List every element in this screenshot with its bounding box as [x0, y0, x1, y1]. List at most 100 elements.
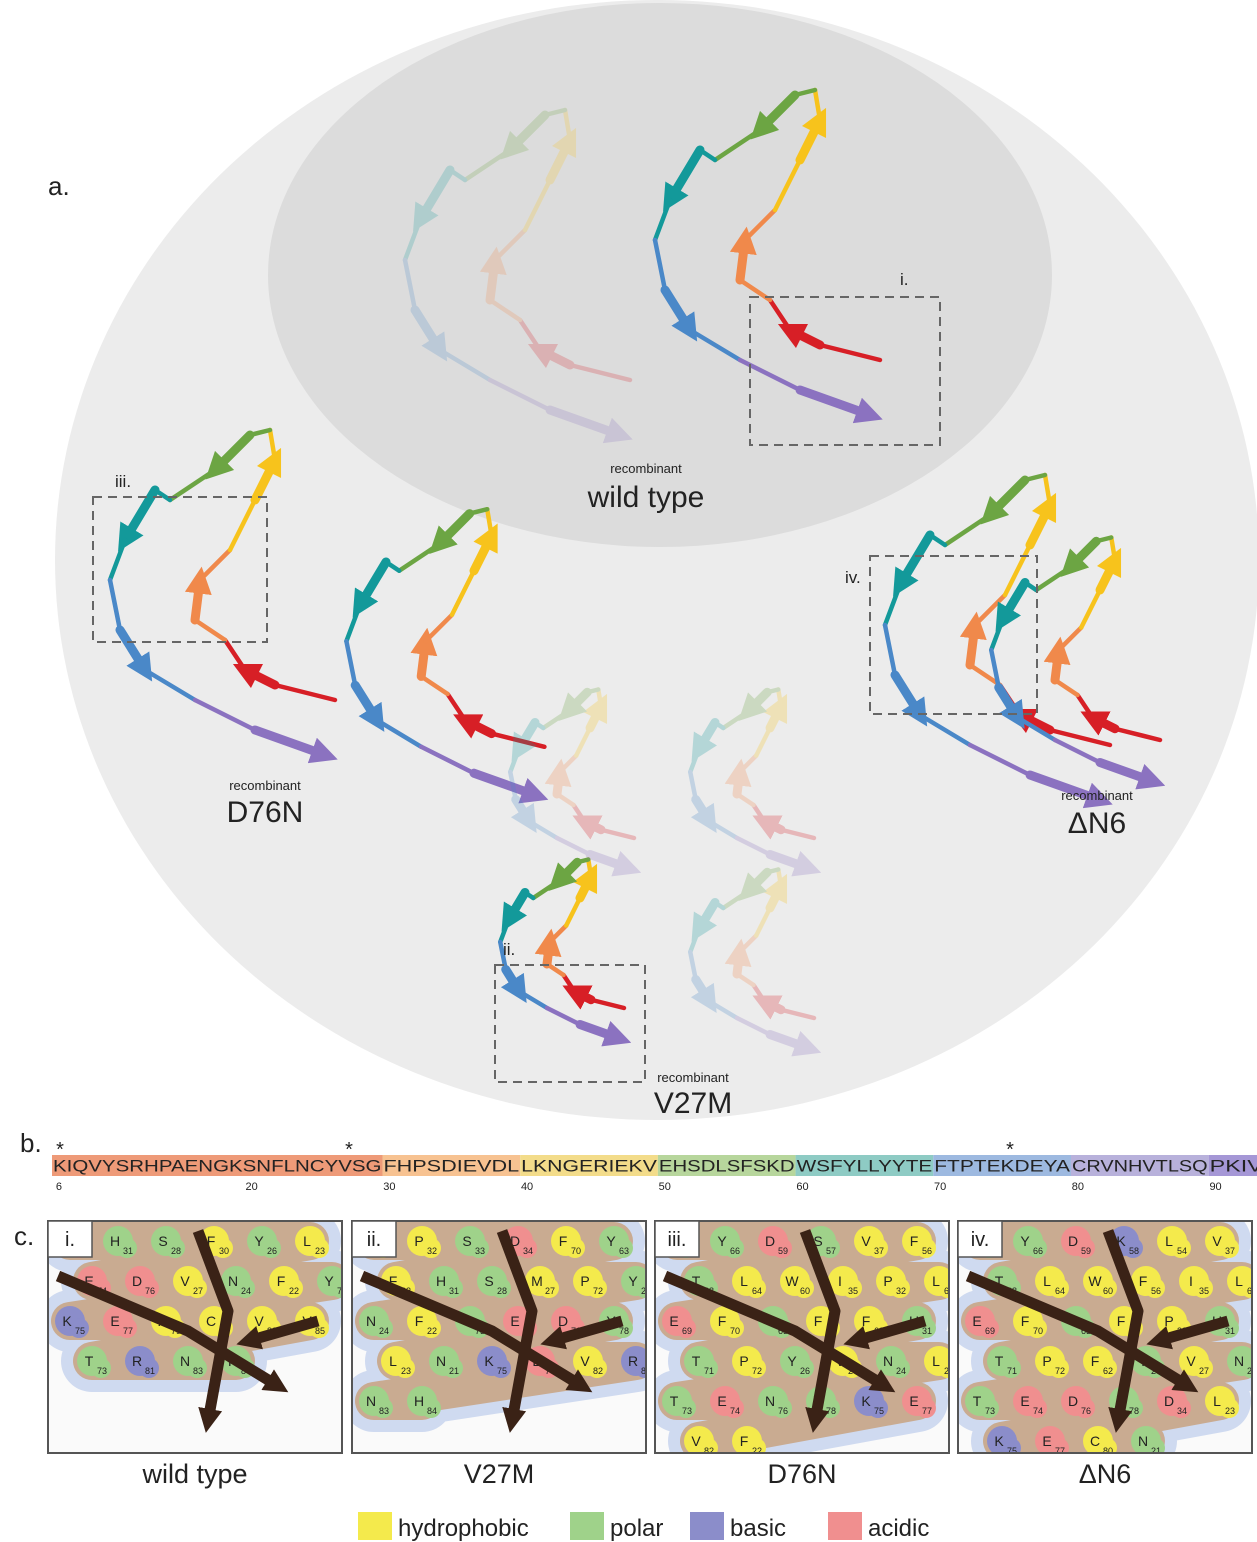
residue-letter: F: [910, 1233, 919, 1249]
residue-letter: D: [132, 1273, 142, 1289]
residue-letter: N: [436, 1353, 446, 1369]
residue-letter: L: [1213, 1393, 1221, 1409]
residue-letter: H: [110, 1233, 120, 1249]
residue-letter: D: [765, 1233, 775, 1249]
panel-label: a.: [48, 171, 70, 201]
residue-number: 62: [1103, 1366, 1113, 1376]
residue-number: 64: [1055, 1286, 1065, 1296]
residue-letter: F: [1021, 1313, 1030, 1329]
residue-letter: N: [180, 1353, 190, 1369]
residue-number: 22: [289, 1286, 299, 1296]
residue-number: 70: [1033, 1326, 1043, 1336]
residue-letter: E: [669, 1313, 678, 1329]
residue-number: 27: [193, 1286, 203, 1296]
residue-letter: W: [785, 1273, 799, 1289]
residue-letter: F: [1091, 1353, 1100, 1369]
residue-letter: L: [389, 1353, 397, 1369]
ribbon-segment: [421, 641, 425, 676]
residue-number: 74: [1033, 1406, 1043, 1416]
legend-swatch: [828, 1512, 862, 1540]
structure-name: wild type: [587, 481, 705, 514]
residue-number: 70: [571, 1246, 581, 1256]
residue-letter: V: [580, 1353, 590, 1369]
residue-number: 27: [1199, 1366, 1209, 1376]
residue-number: 31: [1225, 1326, 1235, 1336]
residue-number: 23: [315, 1246, 325, 1256]
residue-number: 76: [1081, 1406, 1091, 1416]
residue-letter: Y: [628, 1273, 638, 1289]
residue-number: 66: [1033, 1246, 1043, 1256]
inset-label: iii.: [115, 472, 131, 491]
ribbon-segment: [490, 260, 495, 300]
residue-letter: P: [580, 1273, 589, 1289]
residue-letter: L: [932, 1353, 940, 1369]
residue-number: 76: [145, 1286, 155, 1296]
residue-number: 73: [985, 1406, 995, 1416]
residue-number: 24: [241, 1286, 251, 1296]
residue-letter: E: [510, 1313, 519, 1329]
residue-letter: T: [85, 1353, 94, 1369]
residue-panel: Y67Y66D59K58L54V37T68L64W60F56I35L65E69F…: [958, 1221, 1257, 1458]
residue-number: 56: [1151, 1286, 1161, 1296]
structure-name: V27M: [654, 1087, 732, 1120]
panel-name: V27M: [464, 1459, 535, 1489]
residue-letter: D: [1068, 1393, 1078, 1409]
figure: a. b. c. i.ii.iii.iv.recombinantwild typ…: [0, 0, 1257, 1542]
residue-letter: N: [366, 1393, 376, 1409]
residue-letter: F: [277, 1273, 286, 1289]
residue-letter: S: [484, 1273, 493, 1289]
legend-swatch: [570, 1512, 604, 1540]
residue-letter: E: [909, 1393, 918, 1409]
residue-number: 24: [379, 1326, 389, 1336]
ribbon-segment: [778, 690, 781, 707]
residue-letter: V: [861, 1233, 871, 1249]
residue-letter: Y: [787, 1353, 797, 1369]
structure-prefix: recombinant: [610, 461, 682, 476]
residue-letter: S: [462, 1233, 471, 1249]
inset-label: ii.: [367, 1229, 381, 1251]
panel-name: D76N: [767, 1459, 836, 1489]
residue-letter: H: [436, 1273, 446, 1289]
residue-number: 59: [778, 1246, 788, 1256]
residue-letter: K: [62, 1313, 72, 1329]
asterisk: *: [345, 1139, 353, 1161]
residue-letter: V: [254, 1313, 264, 1329]
residue-letter: E: [1042, 1433, 1051, 1449]
residue-number: 72: [1055, 1366, 1065, 1376]
residue-letter: T: [995, 1353, 1004, 1369]
residue-number: 64: [752, 1286, 762, 1296]
residue-number: 31: [123, 1246, 133, 1256]
residue-number: 77: [123, 1326, 133, 1336]
residue-number: 57: [826, 1246, 836, 1256]
structure-prefix: recombinant: [229, 778, 301, 793]
residue-letter: L: [932, 1273, 940, 1289]
residue-letter: W: [1088, 1273, 1102, 1289]
residue-number: 76: [778, 1406, 788, 1416]
panel-label: c.: [14, 1221, 34, 1251]
residue-number: 78: [619, 1326, 629, 1336]
residue-number: 71: [1007, 1366, 1017, 1376]
ribbon-segment: [737, 772, 740, 794]
residue-number: 75: [874, 1406, 884, 1416]
panel-name: ΔN6: [1079, 1459, 1132, 1489]
residue-letter: V: [1212, 1233, 1222, 1249]
residue-letter: E: [972, 1313, 981, 1329]
asterisk: *: [56, 1139, 64, 1161]
residue-number: 73: [97, 1366, 107, 1376]
residue-number: 54: [1177, 1246, 1187, 1256]
position-label: 60: [796, 1181, 808, 1193]
residue-letter: N: [1138, 1433, 1148, 1449]
residue-letter: F: [559, 1233, 568, 1249]
residue-letter: R: [132, 1353, 142, 1369]
ribbon-segment: [195, 580, 200, 620]
structure-prefix: recombinant: [657, 1070, 729, 1085]
residue-letter: Y: [324, 1273, 334, 1289]
residue-number: 32: [427, 1246, 437, 1256]
residue-letter: N: [366, 1313, 376, 1329]
inset-label: ii.: [503, 940, 515, 959]
residue-letter: K: [861, 1393, 871, 1409]
sequence-text: LKNGERIEKV: [521, 1156, 658, 1175]
residue-number: 69: [985, 1326, 995, 1336]
residue-panel: D34H31S28F30Y26L23E74D76V27N24F22Y78K75E…: [48, 1221, 351, 1453]
residue-number: 72: [593, 1286, 603, 1296]
